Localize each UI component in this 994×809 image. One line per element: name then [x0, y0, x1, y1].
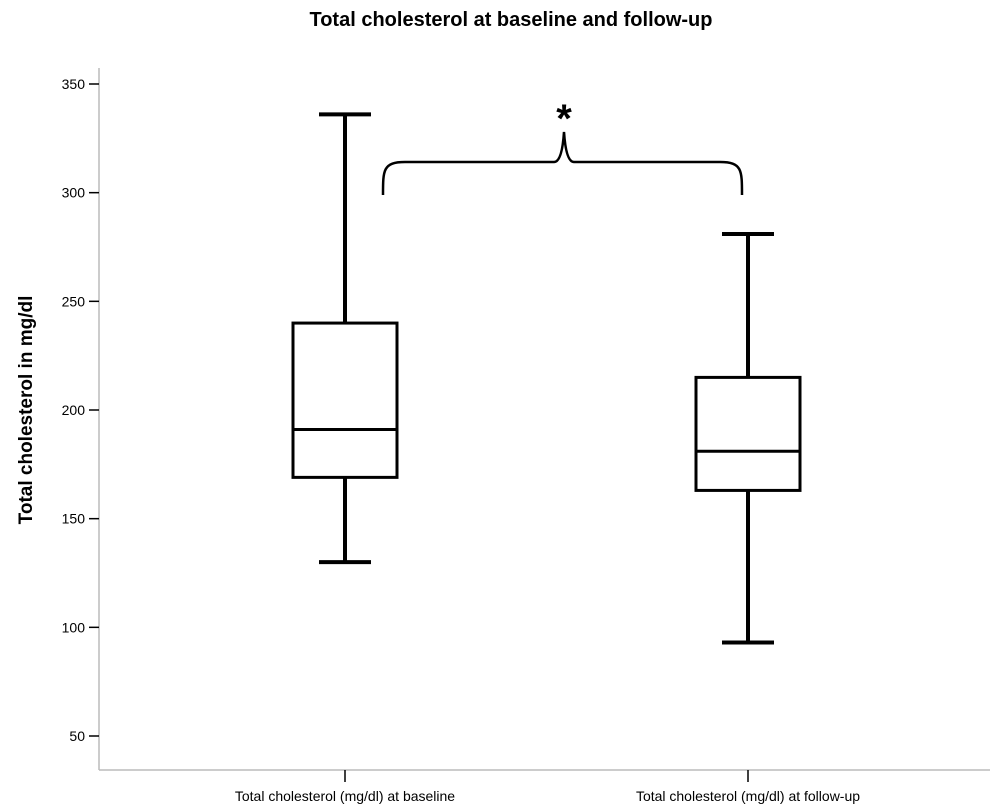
- y-tick-label: 250: [62, 293, 86, 309]
- y-tick-label: 350: [62, 76, 86, 92]
- box-follow-up: [694, 231, 802, 645]
- y-tick-label: 100: [62, 619, 86, 635]
- box-baseline: [291, 112, 399, 565]
- x-tick-label: Total cholesterol (mg/dl) at baseline: [235, 788, 455, 804]
- y-axis-ticks: 50 100 150 200 250 300 350: [62, 76, 99, 744]
- significance-asterisk: *: [556, 97, 572, 141]
- chart-title: Total cholesterol at baseline and follow…: [309, 9, 712, 31]
- x-axis-ticks: Total cholesterol (mg/dl) at baseline Tot…: [235, 770, 860, 804]
- iqr-box: [694, 375, 802, 492]
- y-tick-label: 200: [62, 402, 86, 418]
- significance-brace: [381, 131, 744, 196]
- y-tick-label: 50: [69, 728, 85, 744]
- y-tick-label: 300: [62, 185, 86, 201]
- box-series: [291, 112, 802, 645]
- significance-annotation: *: [381, 97, 744, 196]
- x-tick-label: Total cholesterol (mg/dl) at follow-up: [636, 788, 860, 804]
- iqr-box: [291, 321, 399, 479]
- y-tick-label: 150: [62, 511, 86, 527]
- y-axis-label: Total cholesterol in mg/dl: [16, 296, 37, 525]
